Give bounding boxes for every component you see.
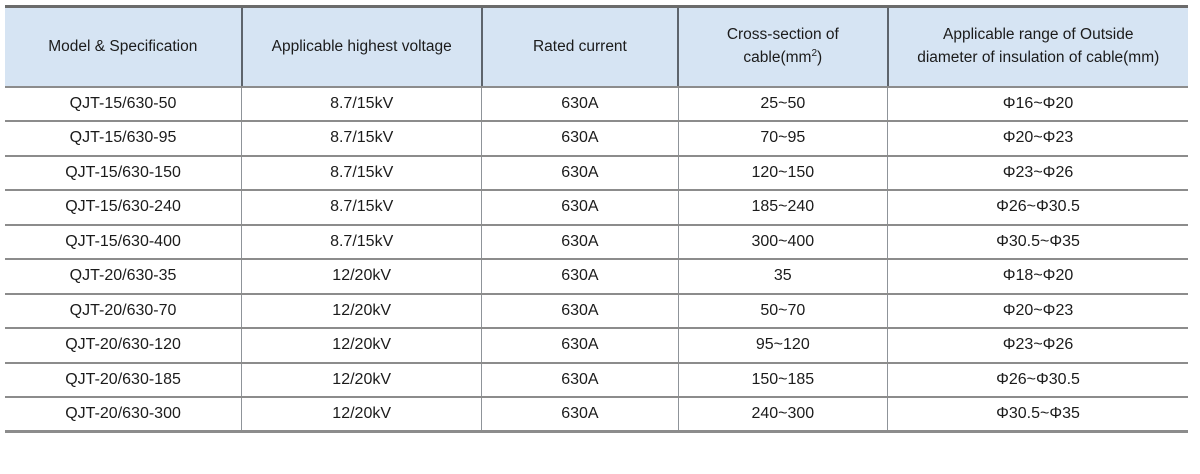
table-row: QJT-15/630-240 8.7/15kV 630A 185~240 Φ26~Φ30… bbox=[5, 190, 1188, 226]
table-cell: Φ30.5~Φ35 bbox=[887, 397, 1188, 432]
table-body: QJT-15/630-50 8.7/15kV 630A 25~50 Φ16~Φ20 QJT… bbox=[5, 86, 1188, 432]
table-cell: QJT-15/630-150 bbox=[5, 155, 242, 191]
table-row: QJT-15/630-400 8.7/15kV 630A 300~400 Φ30.5~Φ… bbox=[5, 224, 1188, 260]
table-cell: 12/20kV bbox=[241, 293, 482, 329]
table-cell: 630A bbox=[481, 362, 679, 398]
header-line: Applicable range of Outside bbox=[943, 26, 1134, 44]
table-cell: 630A bbox=[481, 397, 679, 432]
table-cell: QJT-15/630-95 bbox=[5, 121, 242, 157]
table-cell: 240~300 bbox=[677, 397, 888, 432]
table-cell: 8.7/15kV bbox=[241, 155, 482, 191]
table-cell: Φ18~Φ20 bbox=[887, 259, 1188, 295]
table-row: QJT-20/630-185 12/20kV 630A 150~185 Φ26~Φ30.… bbox=[5, 362, 1188, 398]
table-cell: 12/20kV bbox=[241, 362, 482, 398]
header-line: diameter of insulation of cable(mm) bbox=[917, 48, 1160, 66]
table-cell: 12/20kV bbox=[241, 397, 482, 432]
table-cell: Φ26~Φ30.5 bbox=[887, 362, 1188, 398]
table-cell: 185~240 bbox=[677, 190, 888, 226]
header-line: Cross-section of bbox=[726, 26, 839, 44]
table-cell: 12/20kV bbox=[241, 259, 482, 295]
table-cell: 150~185 bbox=[677, 362, 888, 398]
table-cell: 70~95 bbox=[677, 121, 888, 157]
table-cell: 630A bbox=[481, 259, 679, 295]
table-cell: 8.7/15kV bbox=[241, 224, 482, 260]
table-cell: Φ30.5~Φ35 bbox=[887, 224, 1188, 260]
table-cell: 630A bbox=[481, 224, 679, 260]
table-cell: 300~400 bbox=[677, 224, 888, 260]
table-cell: QJT-20/630-120 bbox=[5, 328, 242, 364]
table-cell: QJT-20/630-185 bbox=[5, 362, 242, 398]
table-cell: Φ26~Φ30.5 bbox=[887, 190, 1188, 226]
table-cell: 12/20kV bbox=[241, 328, 482, 364]
table-row: QJT-15/630-150 8.7/15kV 630A 120~150 Φ23~Φ26 bbox=[5, 155, 1188, 191]
header-cell-cross-section: Cross-section of cable(mm2) bbox=[677, 5, 888, 88]
table-cell: QJT-15/630-240 bbox=[5, 190, 242, 226]
table-row: QJT-20/630-70 12/20kV 630A 50~70 Φ20~Φ23 bbox=[5, 293, 1188, 329]
table-cell: 35 bbox=[677, 259, 888, 295]
header-cell-outside-diameter: Applicable range of Outside diameter of i… bbox=[886, 5, 1188, 88]
table-cell: QJT-15/630-400 bbox=[5, 224, 242, 260]
table-row: QJT-20/630-300 12/20kV 630A 240~300 Φ30.5~Φ3… bbox=[5, 397, 1188, 432]
table-cell: 630A bbox=[481, 328, 679, 364]
superscript: 2 bbox=[811, 47, 818, 59]
table-row: QJT-15/630-95 8.7/15kV 630A 70~95 Φ20~Φ23 bbox=[5, 121, 1188, 157]
header-cell-model: Model & Specification bbox=[5, 5, 242, 88]
table-cell: 50~70 bbox=[677, 293, 888, 329]
table-cell: 120~150 bbox=[677, 155, 888, 191]
table-cell: 630A bbox=[481, 293, 679, 329]
table-cell: 8.7/15kV bbox=[241, 121, 482, 157]
table-cell: 25~50 bbox=[677, 86, 888, 122]
table-cell: Φ20~Φ23 bbox=[887, 121, 1188, 157]
table-cell: QJT-20/630-70 bbox=[5, 293, 242, 329]
header-row: Model & Specification Applicable highest … bbox=[5, 5, 1188, 88]
spec-table: Model & Specification Applicable highest … bbox=[5, 5, 1188, 433]
table-cell: Φ16~Φ20 bbox=[887, 86, 1188, 122]
header-cell-voltage: Applicable highest voltage bbox=[240, 5, 482, 88]
table-cell: 630A bbox=[481, 190, 679, 226]
table-cell: QJT-20/630-35 bbox=[5, 259, 242, 295]
table-cell: 630A bbox=[481, 121, 679, 157]
table-cell: 8.7/15kV bbox=[241, 190, 482, 226]
table-cell: 630A bbox=[481, 155, 679, 191]
table-cell: QJT-20/630-300 bbox=[65, 405, 181, 422]
table-cell: QJT-15/630-50 bbox=[5, 86, 242, 122]
table-cell: Φ20~Φ23 bbox=[887, 293, 1188, 329]
table-cell: 95~120 bbox=[677, 328, 888, 364]
table-cell: Φ23~Φ26 bbox=[887, 155, 1188, 191]
table-row: QJT-20/630-35 12/20kV 630A 35 Φ18~Φ20 bbox=[5, 259, 1188, 295]
table-cell: 8.7/15kV bbox=[241, 86, 482, 122]
table-cell: 630A bbox=[481, 86, 679, 122]
header-line: cable(mm2) bbox=[743, 47, 823, 66]
table-row: QJT-20/630-120 12/20kV 630A 95~120 Φ23~Φ26 bbox=[5, 328, 1188, 364]
header-cell-current: Rated current bbox=[480, 5, 679, 88]
table-header: Model & Specification Applicable highest … bbox=[5, 5, 1188, 88]
table-row: QJT-15/630-50 8.7/15kV 630A 25~50 Φ16~Φ20 bbox=[5, 86, 1188, 122]
table-cell: Φ23~Φ26 bbox=[887, 328, 1188, 364]
